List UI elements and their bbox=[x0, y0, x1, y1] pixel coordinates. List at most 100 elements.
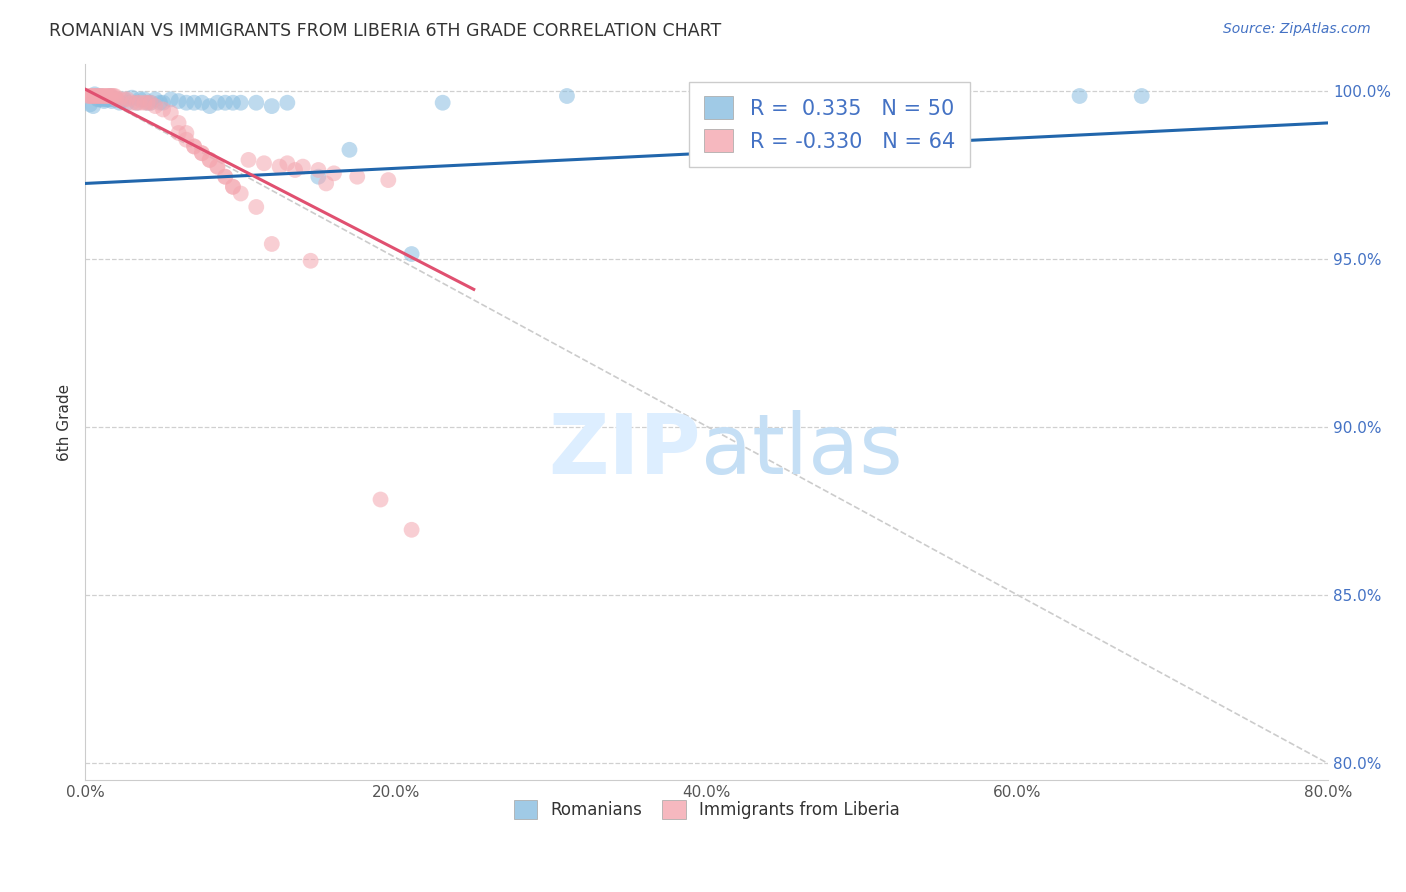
Y-axis label: 6th Grade: 6th Grade bbox=[58, 384, 72, 461]
Point bbox=[167, 94, 190, 108]
Point bbox=[98, 89, 121, 103]
Point bbox=[152, 103, 174, 117]
Point bbox=[229, 95, 252, 110]
Point bbox=[83, 89, 105, 103]
Point bbox=[89, 89, 111, 103]
Point bbox=[105, 92, 128, 106]
Text: ROMANIAN VS IMMIGRANTS FROM LIBERIA 6TH GRADE CORRELATION CHART: ROMANIAN VS IMMIGRANTS FROM LIBERIA 6TH … bbox=[49, 22, 721, 40]
Point bbox=[339, 143, 361, 157]
Point bbox=[346, 169, 368, 184]
Point bbox=[307, 163, 329, 178]
Point bbox=[214, 95, 236, 110]
Text: ZIP: ZIP bbox=[548, 410, 700, 491]
Point bbox=[93, 94, 115, 108]
Point bbox=[260, 99, 283, 113]
Point bbox=[139, 95, 162, 110]
Point bbox=[183, 139, 205, 153]
Point bbox=[191, 146, 214, 161]
Point bbox=[121, 95, 143, 110]
Point bbox=[128, 95, 150, 110]
Point bbox=[97, 92, 120, 106]
Point bbox=[370, 492, 392, 507]
Point bbox=[222, 179, 245, 194]
Point bbox=[117, 95, 139, 110]
Point bbox=[108, 92, 131, 106]
Point bbox=[1069, 89, 1091, 103]
Point bbox=[89, 92, 111, 106]
Point bbox=[93, 89, 115, 103]
Point bbox=[198, 99, 221, 113]
Point bbox=[84, 89, 107, 103]
Point bbox=[315, 177, 337, 191]
Point bbox=[121, 91, 143, 105]
Point bbox=[90, 89, 112, 103]
Point bbox=[176, 126, 198, 140]
Point bbox=[198, 153, 221, 167]
Point bbox=[183, 95, 205, 110]
Point bbox=[143, 99, 166, 113]
Point bbox=[152, 95, 174, 110]
Point bbox=[377, 173, 399, 187]
Point bbox=[98, 89, 121, 103]
Point bbox=[104, 89, 127, 103]
Point bbox=[432, 95, 454, 110]
Point bbox=[198, 153, 221, 167]
Point bbox=[82, 89, 104, 103]
Point bbox=[80, 89, 103, 103]
Point bbox=[91, 92, 114, 106]
Legend: Romanians, Immigrants from Liberia: Romanians, Immigrants from Liberia bbox=[508, 794, 907, 826]
Text: atlas: atlas bbox=[700, 410, 903, 491]
Point bbox=[103, 89, 125, 103]
Point bbox=[79, 89, 101, 103]
Point bbox=[112, 92, 135, 106]
Point bbox=[82, 99, 104, 113]
Point bbox=[90, 89, 112, 103]
Point bbox=[245, 200, 267, 214]
Point bbox=[191, 95, 214, 110]
Point bbox=[207, 160, 229, 174]
Point bbox=[260, 236, 283, 251]
Point bbox=[176, 95, 198, 110]
Point bbox=[238, 153, 260, 167]
Point bbox=[943, 89, 966, 103]
Point bbox=[79, 97, 101, 112]
Point bbox=[97, 89, 120, 103]
Point bbox=[176, 133, 198, 147]
Point bbox=[323, 166, 346, 180]
Point bbox=[401, 523, 423, 537]
Point bbox=[101, 89, 124, 103]
Point bbox=[112, 92, 135, 106]
Point bbox=[214, 169, 236, 184]
Point bbox=[143, 92, 166, 106]
Point bbox=[87, 92, 110, 106]
Point bbox=[101, 94, 124, 108]
Point bbox=[245, 95, 267, 110]
Point bbox=[291, 160, 314, 174]
Point bbox=[117, 92, 139, 106]
Point bbox=[83, 87, 105, 102]
Point bbox=[96, 89, 118, 103]
Point bbox=[269, 160, 291, 174]
Point bbox=[401, 247, 423, 261]
Point bbox=[222, 95, 245, 110]
Point bbox=[94, 89, 117, 103]
Point bbox=[108, 95, 131, 110]
Point bbox=[134, 95, 156, 110]
Point bbox=[229, 186, 252, 201]
Point bbox=[94, 92, 117, 106]
Point bbox=[104, 92, 127, 106]
Point bbox=[128, 92, 150, 106]
Point bbox=[149, 95, 172, 110]
Point bbox=[134, 92, 156, 106]
Point bbox=[167, 116, 190, 130]
Point bbox=[125, 95, 148, 110]
Point bbox=[276, 95, 298, 110]
Point bbox=[307, 169, 329, 184]
Point bbox=[91, 89, 114, 103]
Point bbox=[214, 169, 236, 184]
Point bbox=[87, 89, 110, 103]
Point bbox=[222, 179, 245, 194]
Point bbox=[207, 160, 229, 174]
Point bbox=[284, 163, 307, 178]
Point bbox=[159, 105, 181, 120]
